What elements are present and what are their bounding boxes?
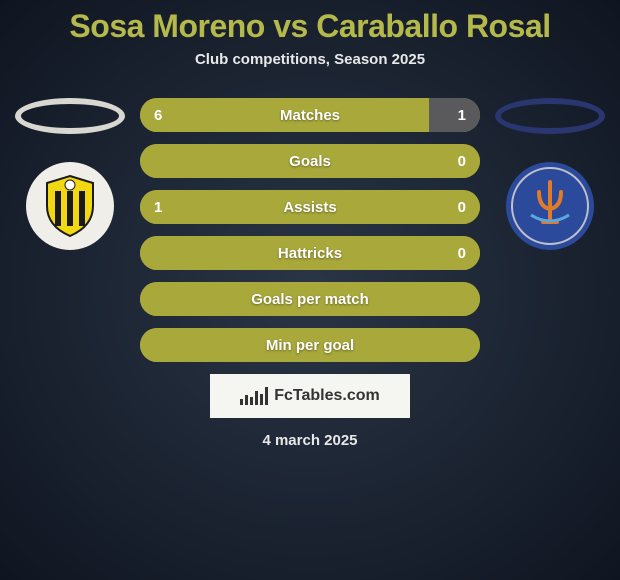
main-row: 6Matches1Goals01Assists0Hattricks0Goals … bbox=[0, 98, 620, 362]
right-column bbox=[490, 98, 610, 250]
stat-label: Assists bbox=[283, 199, 336, 216]
stat-value-right: 0 bbox=[458, 153, 466, 170]
club-badge-left bbox=[26, 162, 114, 250]
stat-label: Goals per match bbox=[251, 291, 369, 308]
left-column bbox=[10, 98, 130, 250]
subtitle: Club competitions, Season 2025 bbox=[195, 51, 425, 68]
stat-bar: Hattricks 0 bbox=[140, 236, 480, 270]
player-photo-left bbox=[15, 98, 125, 134]
fctables-logo[interactable]: FcTables.com bbox=[210, 374, 410, 418]
stat-bar: Goals per match bbox=[140, 282, 480, 316]
stat-value-right: 1 bbox=[458, 107, 466, 124]
stat-bar: Min per goal bbox=[140, 328, 480, 362]
stat-bar: Goals 0 bbox=[140, 144, 480, 178]
shield-icon bbox=[35, 171, 105, 241]
stat-value-left: 6 bbox=[154, 107, 162, 124]
logo-text: FcTables.com bbox=[274, 387, 380, 405]
stat-label: Goals bbox=[289, 153, 331, 170]
stat-label: Min per goal bbox=[266, 337, 354, 354]
page-title: Sosa Moreno vs Caraballo Rosal bbox=[69, 8, 550, 45]
stat-value-right: 0 bbox=[458, 199, 466, 216]
bar-fill-right bbox=[429, 98, 480, 132]
stat-label: Matches bbox=[280, 107, 340, 124]
stat-value-right: 0 bbox=[458, 245, 466, 262]
player-photo-right bbox=[495, 98, 605, 134]
chart-icon bbox=[240, 387, 268, 405]
comparison-card: Sosa Moreno vs Caraballo Rosal Club comp… bbox=[0, 0, 620, 449]
trident-icon bbox=[511, 167, 589, 245]
date: 4 march 2025 bbox=[262, 432, 357, 449]
stat-bars: 6Matches1Goals01Assists0Hattricks0Goals … bbox=[140, 98, 480, 362]
stat-label: Hattricks bbox=[278, 245, 342, 262]
stat-bar: 6 Matches 1 bbox=[140, 98, 480, 132]
club-badge-right bbox=[506, 162, 594, 250]
stat-value-left: 1 bbox=[154, 199, 162, 216]
stat-bar: 1 Assists 0 bbox=[140, 190, 480, 224]
